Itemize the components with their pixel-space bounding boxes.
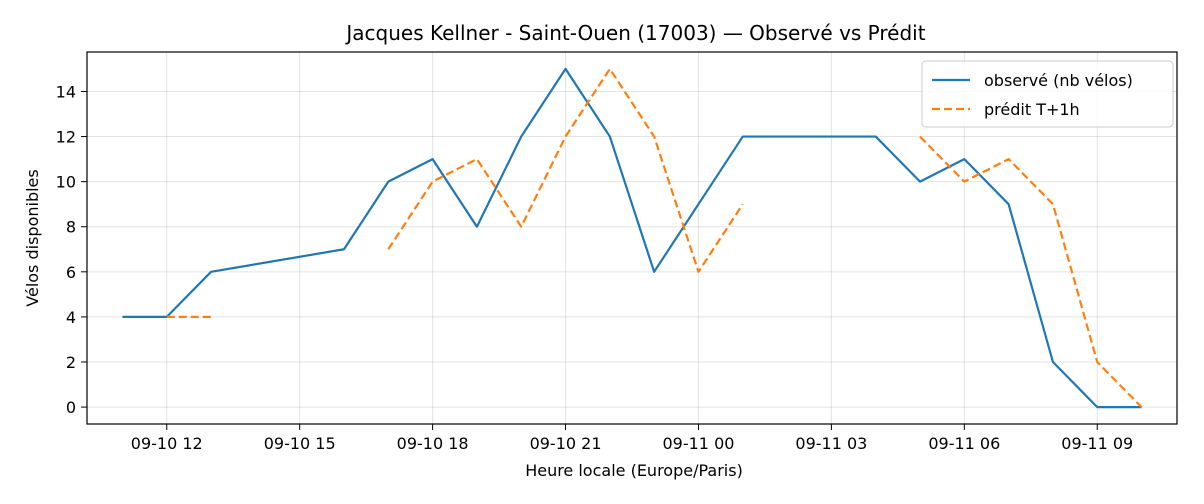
x-tick-label: 09-10 12: [131, 434, 203, 453]
y-axis-ticks: 0 2 4 6 8 10 12 14: [56, 82, 87, 417]
x-tick-label: 09-10 15: [264, 434, 336, 453]
y-tick-label: 4: [66, 308, 76, 327]
chart-title: Jacques Kellner - Saint-Ouen (17003) — O…: [344, 21, 925, 45]
legend-label-predicted: prédit T+1h: [984, 100, 1080, 119]
plot-frame: [86, 51, 1178, 425]
y-tick-label: 0: [66, 398, 76, 417]
series-lines: [122, 67, 1143, 409]
y-tick-label: 2: [66, 353, 76, 372]
x-tick-label: 09-11 09: [1061, 434, 1133, 453]
x-tick-label: 09-11 06: [928, 434, 1000, 453]
x-axis-label: Heure locale (Europe/Paris): [525, 461, 743, 480]
x-tick-label: 09-10 18: [397, 434, 469, 453]
series-line-observed: [122, 67, 1142, 409]
grid-lines: [87, 52, 1177, 424]
x-tick-label: 09-10 21: [530, 434, 602, 453]
y-tick-label: 10: [56, 173, 76, 192]
legend: observé (nb vélos) prédit T+1h: [921, 60, 1174, 128]
y-tick-label: 12: [56, 128, 76, 147]
legend-label-observed: observé (nb vélos): [984, 71, 1133, 90]
y-axis-label: Vélos disponibles: [23, 169, 42, 306]
y-tick-label: 14: [56, 82, 76, 101]
x-tick-label: 09-11 00: [662, 434, 734, 453]
series-line-predicted: [919, 135, 1143, 408]
y-tick-label: 6: [66, 263, 76, 282]
y-tick-label: 8: [66, 218, 76, 237]
legend-box: [921, 60, 1174, 128]
x-tick-label: 09-11 03: [795, 434, 867, 453]
x-axis-ticks: 09-10 12 09-10 15 09-10 18 09-10 21 09-11 00…: [131, 424, 1133, 453]
series-line-predicted: [387, 67, 744, 273]
